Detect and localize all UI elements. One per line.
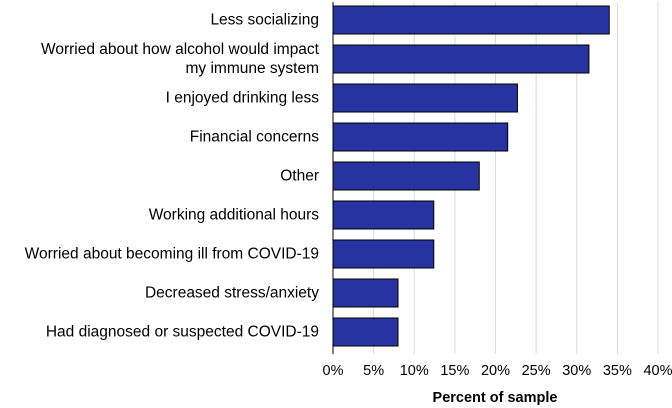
x-tick-label: 25% (522, 363, 551, 379)
x-axis-title: Percent of sample (433, 390, 558, 406)
category-label: Had diagnosed or suspected COVID-19 (46, 324, 319, 341)
x-tick-label: 20% (481, 363, 510, 379)
bar (332, 122, 509, 152)
bar (332, 317, 399, 347)
x-tick-label: 35% (603, 363, 632, 379)
category-label: Working additional hours (149, 207, 320, 224)
category-labels: Less socializing Worried about how alcoho… (25, 12, 320, 341)
category-label: Worried about becoming ill from COVID-19 (25, 246, 319, 263)
category-label: my immune system (186, 60, 320, 77)
x-tick-label: 10% (400, 363, 429, 379)
x-tick-labels: 0% 5% 10% 15% 20% 25% 30% 35% 40% (323, 363, 672, 379)
bars (332, 5, 610, 347)
bar (332, 278, 399, 308)
x-tick-label: 15% (440, 363, 469, 379)
bar (332, 83, 518, 113)
category-label: Other (280, 168, 319, 185)
x-tick-label: 0% (323, 363, 344, 379)
x-tick-label: 5% (363, 363, 384, 379)
category-label: Financial concerns (190, 129, 319, 146)
bar (332, 200, 435, 230)
bar (332, 44, 590, 74)
bar (332, 161, 480, 191)
category-label: Worried about how alcohol would impact (41, 41, 320, 58)
x-tick-label: 30% (562, 363, 591, 379)
category-label: I enjoyed drinking less (166, 90, 320, 107)
x-tick-label: 40% (643, 363, 672, 379)
category-label: Less socializing (210, 12, 319, 29)
bar (332, 239, 435, 269)
bar (332, 5, 610, 35)
category-label: Decreased stress/anxiety (145, 285, 319, 302)
